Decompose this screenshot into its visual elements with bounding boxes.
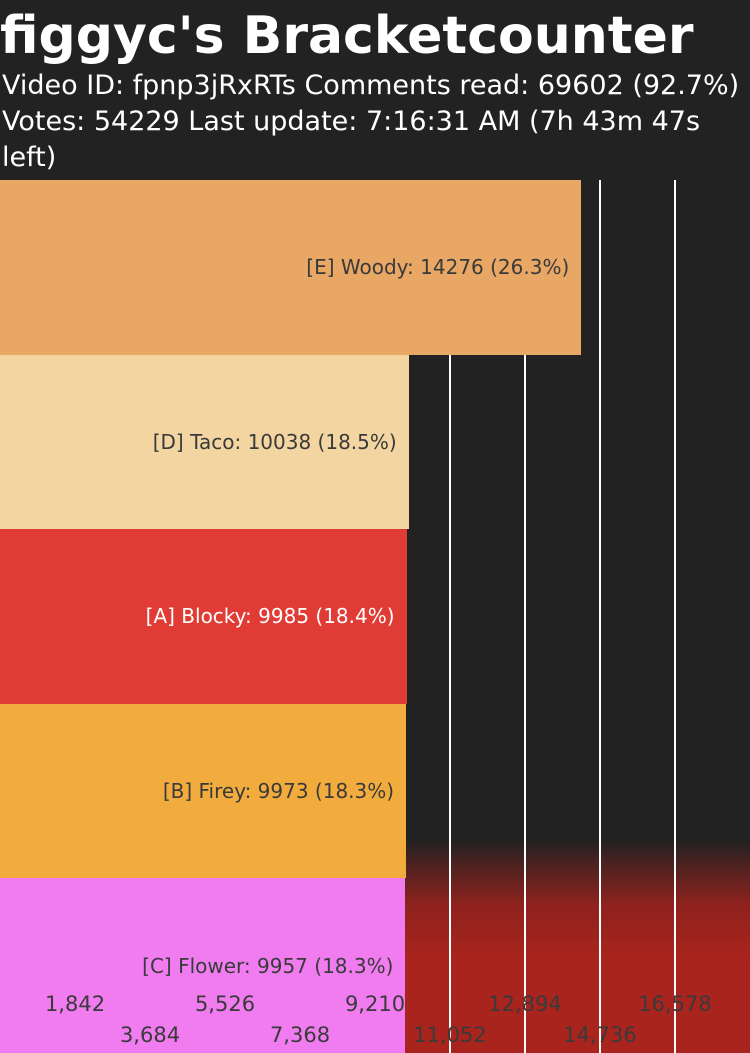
bar-label: [A] Blocky: 9985 (18.4%): [145, 604, 395, 629]
bar: [B] Firey: 9973 (18.3%): [0, 703, 407, 879]
bar: [C] Flower: 9957 (18.3%): [0, 878, 406, 1053]
tick-label: 1,842: [44, 992, 106, 1016]
tick-label: 3,684: [119, 1023, 181, 1047]
bar-label: [D] Taco: 10038 (18.5%): [152, 429, 397, 454]
bar-label: [E] Woody: 14276 (26.3%): [306, 255, 570, 280]
background-glow: [403, 840, 750, 1053]
tick-label: 11,052: [413, 1023, 487, 1047]
bar: [D] Taco: 10038 (18.5%): [0, 354, 409, 530]
bar-chart: [E] Woody: 14276 (26.3%) [D] Taco: 10038 …: [0, 180, 750, 1053]
tick-label: 9,210: [344, 992, 406, 1016]
status-info: Video ID: fpnp3jRxRTs Comments read: 696…: [2, 70, 740, 173]
bar: [A] Blocky: 9985 (18.4%): [0, 529, 407, 704]
tick-label: 14,736: [563, 1023, 637, 1047]
page-title: figgyc's Bracketcounter: [0, 6, 694, 66]
bar: [E] Woody: 14276 (26.3%): [0, 180, 582, 355]
tick-label: 5,526: [194, 992, 256, 1016]
bar-label: [B] Firey: 9973 (18.3%): [162, 779, 395, 804]
bar-label: [C] Flower: 9957 (18.3%): [142, 953, 394, 978]
tick-label: 16,578: [638, 992, 712, 1016]
tick-label: 12,894: [488, 992, 562, 1016]
tick-label: 7,368: [269, 1023, 331, 1047]
